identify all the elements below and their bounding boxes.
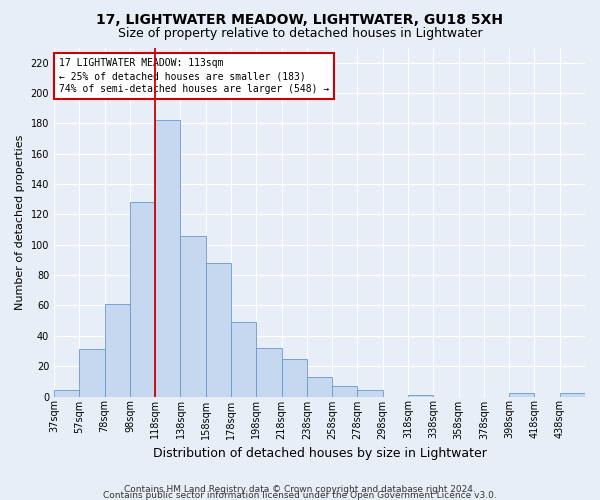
Bar: [104, 304, 130, 396]
Bar: [332, 386, 358, 396]
Bar: [181, 236, 206, 396]
Bar: [54, 390, 79, 396]
Y-axis label: Number of detached properties: Number of detached properties: [15, 134, 25, 310]
Text: Contains public sector information licensed under the Open Government Licence v3: Contains public sector information licen…: [103, 490, 497, 500]
Bar: [155, 120, 181, 396]
Bar: [206, 263, 231, 396]
Bar: [408, 395, 433, 396]
Bar: [231, 322, 256, 396]
X-axis label: Distribution of detached houses by size in Lightwater: Distribution of detached houses by size …: [152, 447, 487, 460]
Bar: [560, 394, 585, 396]
Bar: [256, 348, 281, 397]
Bar: [307, 377, 332, 396]
Bar: [79, 350, 104, 397]
Text: 17 LIGHTWATER MEADOW: 113sqm
← 25% of detached houses are smaller (183)
74% of s: 17 LIGHTWATER MEADOW: 113sqm ← 25% of de…: [59, 58, 329, 94]
Bar: [281, 358, 307, 397]
Bar: [130, 202, 155, 396]
Text: Size of property relative to detached houses in Lightwater: Size of property relative to detached ho…: [118, 28, 482, 40]
Text: Contains HM Land Registry data © Crown copyright and database right 2024.: Contains HM Land Registry data © Crown c…: [124, 484, 476, 494]
Text: 17, LIGHTWATER MEADOW, LIGHTWATER, GU18 5XH: 17, LIGHTWATER MEADOW, LIGHTWATER, GU18 …: [97, 12, 503, 26]
Bar: [358, 390, 383, 396]
Bar: [509, 394, 535, 396]
